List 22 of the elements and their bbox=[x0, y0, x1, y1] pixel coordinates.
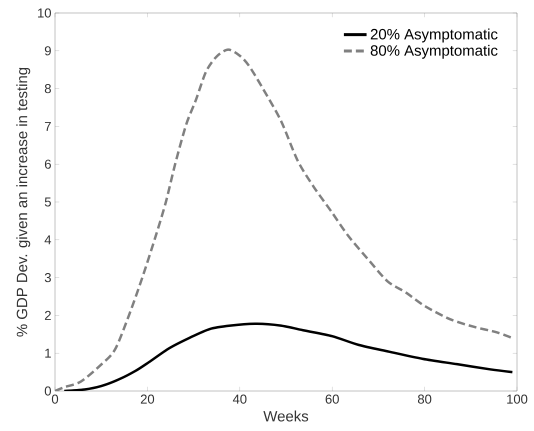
y-tick-label: 9 bbox=[44, 46, 51, 56]
x-tick-label: 100 bbox=[507, 394, 528, 404]
y-tick-label: 2 bbox=[44, 310, 51, 320]
y-tick-label: 6 bbox=[44, 160, 51, 169]
x-tick-label: 80 bbox=[418, 394, 432, 404]
line-series bbox=[62, 322, 514, 391]
y-tick-label: 4 bbox=[44, 235, 52, 244]
y-tick-label: 1 bbox=[45, 348, 51, 358]
y-tick-label: 0 bbox=[44, 386, 51, 396]
legend-label: 20% Asymptomatic bbox=[370, 28, 498, 42]
y-tick-label: 3 bbox=[44, 273, 51, 282]
y-axis-title: % GDP Dev. given an increase in testing bbox=[16, 68, 30, 337]
x-tick-label: 0 bbox=[52, 394, 58, 404]
legend-label: 80% Asymptomatic bbox=[370, 44, 498, 59]
y-tick-label: 10 bbox=[38, 8, 51, 18]
x-axis-title: Weeks bbox=[263, 410, 308, 422]
x-tick-label: 40 bbox=[232, 394, 247, 404]
y-tick-label: 5 bbox=[44, 197, 51, 207]
y-tick-label: 8 bbox=[44, 84, 51, 94]
y-tick-label: 7 bbox=[44, 122, 51, 131]
x-tick-label: 20 bbox=[140, 394, 154, 404]
x-tick-label: 60 bbox=[326, 394, 339, 404]
